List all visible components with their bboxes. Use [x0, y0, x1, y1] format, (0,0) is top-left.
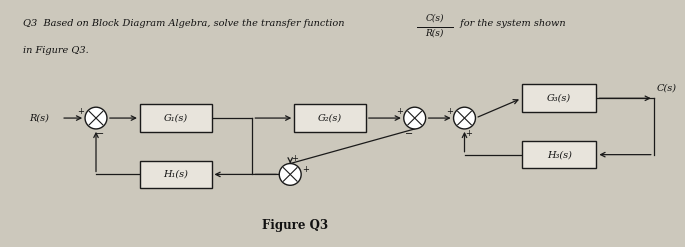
Text: +: + — [290, 154, 298, 163]
Text: +: + — [465, 129, 472, 138]
Bar — [140, 161, 212, 188]
Text: H₁(s): H₁(s) — [163, 170, 188, 179]
Circle shape — [453, 107, 475, 129]
Text: G₂(s): G₂(s) — [318, 114, 342, 123]
Text: G₃(s): G₃(s) — [547, 94, 571, 103]
Text: R(s): R(s) — [29, 114, 49, 123]
Text: C(s): C(s) — [425, 13, 444, 22]
Circle shape — [85, 107, 107, 129]
Text: in Figure Q3.: in Figure Q3. — [23, 46, 89, 55]
Text: C(s): C(s) — [657, 84, 677, 93]
Text: +: + — [446, 107, 453, 116]
Text: −: − — [96, 129, 104, 139]
Text: −: − — [405, 129, 413, 139]
Bar — [294, 104, 366, 132]
Bar — [140, 104, 212, 132]
Circle shape — [403, 107, 425, 129]
Text: Figure Q3: Figure Q3 — [262, 219, 328, 232]
Text: Q3  Based on Block Diagram Algebra, solve the transfer function: Q3 Based on Block Diagram Algebra, solve… — [23, 19, 345, 28]
Bar — [522, 84, 597, 112]
Text: G₁(s): G₁(s) — [164, 114, 188, 123]
Text: H₃(s): H₃(s) — [547, 150, 571, 159]
Text: for the system shown: for the system shown — [456, 19, 565, 28]
Text: +: + — [77, 107, 84, 116]
Bar — [522, 141, 597, 168]
Text: +: + — [397, 107, 403, 116]
Text: +: + — [301, 165, 308, 174]
Text: R(s): R(s) — [425, 28, 444, 37]
Circle shape — [279, 164, 301, 185]
